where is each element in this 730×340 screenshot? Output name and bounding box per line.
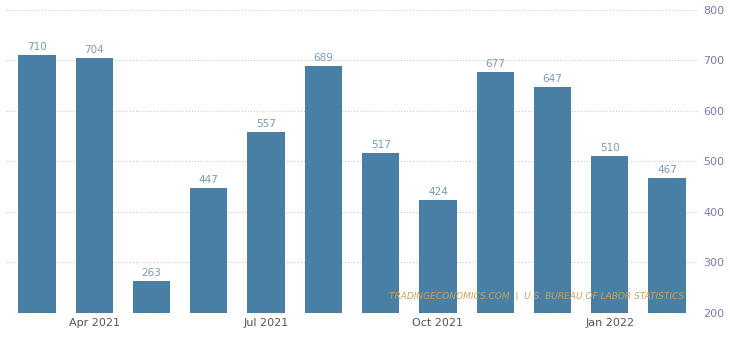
Bar (591, 156, 629, 313)
Text: 710: 710 (27, 42, 47, 52)
Text: 647: 647 (542, 74, 562, 84)
Text: TRADINGECONOMICS.COM  |  U.S. BUREAU OF LABOR STATISTICS: TRADINGECONOMICS.COM | U.S. BUREAU OF LA… (390, 292, 685, 301)
Bar (247, 132, 285, 313)
Bar (648, 178, 685, 313)
Text: 510: 510 (600, 143, 620, 153)
Bar (304, 66, 342, 313)
Bar (419, 200, 456, 313)
Text: 424: 424 (428, 187, 447, 197)
Text: 467: 467 (657, 165, 677, 175)
Bar (133, 281, 170, 313)
Text: 263: 263 (142, 268, 161, 278)
Bar (191, 188, 228, 313)
Bar (76, 58, 113, 313)
Text: 704: 704 (85, 45, 104, 55)
Bar (477, 72, 514, 313)
Text: 677: 677 (485, 59, 505, 69)
Bar (534, 87, 571, 313)
Text: 517: 517 (371, 139, 391, 150)
Bar (362, 153, 399, 313)
Text: 557: 557 (256, 119, 276, 129)
Text: 689: 689 (313, 53, 334, 63)
Bar (18, 55, 55, 313)
Text: 447: 447 (199, 175, 219, 185)
